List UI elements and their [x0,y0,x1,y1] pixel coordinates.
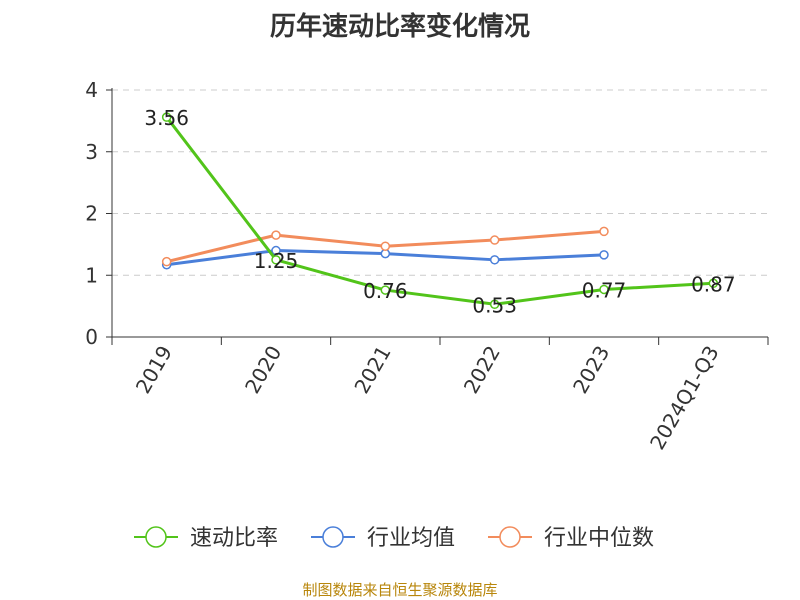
data-label: 0.77 [582,278,627,302]
series-group [161,112,719,310]
legend-label: 速动比率 [190,526,278,551]
y-tick-label: 3 [85,140,98,164]
legend-item[interactable]: 速动比率 [134,526,278,551]
legend-label: 行业均值 [367,526,455,551]
x-tick-label: 2024Q1-Q3 [645,342,724,454]
chart-title: 历年速动比率变化情况 [269,12,530,42]
x-tick-label: 2023 [568,342,614,398]
legend[interactable]: 速动比率 行业均值 行业中位数 [134,526,654,551]
data-point [599,250,609,260]
data-point [489,235,500,245]
y-tick-label: 4 [85,78,98,102]
legend-item[interactable]: 行业中位数 [488,526,654,551]
legend-label: 行业中位数 [544,526,654,551]
x-tick-label: 2020 [240,342,286,398]
data-label: 3.56 [144,106,189,130]
data-label: 1.25 [254,249,299,273]
axes: 0 1 2 3 4 2019 2020 2021 2022 2023 2024Q1-Q3 [85,78,769,454]
legend-marker [145,526,167,548]
data-point [161,112,172,122]
data-point [271,230,281,240]
data-label: 0.87 [691,272,736,296]
legend-marker [322,526,344,548]
data-point [380,285,391,295]
series-line [165,116,714,306]
data-label: 0.53 [472,293,517,317]
y-tick-label: 1 [85,263,98,287]
y-tick-label: 2 [85,202,98,226]
data-point [489,255,500,265]
data-point [708,278,719,289]
data-point [380,241,391,251]
data-point [161,256,172,267]
source-note: 制图数据来自恒生聚源数据库 [302,581,498,599]
data-point [599,284,609,295]
data-point [489,299,500,310]
grid-lines [112,89,768,276]
data-labels: 3.56 1.25 0.76 0.53 0.77 0.87 [144,106,735,317]
x-tick-label: 2019 [131,342,177,398]
x-tick-label: 2021 [349,342,395,398]
y-tick-label: 0 [85,325,98,349]
legend-item[interactable]: 行业均值 [311,526,455,551]
data-point [599,226,609,237]
legend-marker [499,526,521,548]
data-label: 0.76 [363,279,408,303]
x-tick-label: 2022 [459,341,505,397]
data-point [271,255,281,265]
data-point [271,245,281,256]
